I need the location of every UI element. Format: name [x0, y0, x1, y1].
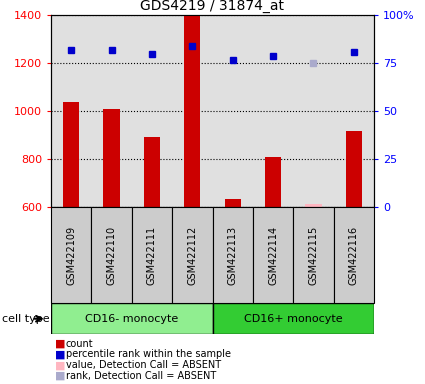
Text: GSM422116: GSM422116: [349, 226, 359, 285]
Bar: [212, 303, 374, 334]
Bar: [346, 131, 362, 207]
Text: GSM422113: GSM422113: [228, 226, 238, 285]
Bar: [212, 207, 253, 303]
Text: rank, Detection Call = ABSENT: rank, Detection Call = ABSENT: [66, 371, 216, 381]
Text: cell type: cell type: [2, 314, 50, 324]
Bar: [224, 199, 241, 207]
Bar: [63, 102, 79, 207]
Bar: [305, 204, 321, 207]
Bar: [91, 207, 132, 303]
Bar: [184, 15, 200, 207]
Bar: [51, 15, 91, 207]
Text: ■: ■: [55, 360, 66, 370]
Text: GSM422115: GSM422115: [309, 226, 318, 285]
Bar: [265, 157, 281, 207]
Text: GSM422114: GSM422114: [268, 226, 278, 285]
Text: ■: ■: [55, 339, 66, 349]
Bar: [132, 15, 172, 207]
Text: count: count: [66, 339, 94, 349]
Bar: [334, 207, 374, 303]
Text: ■: ■: [55, 371, 66, 381]
Bar: [51, 207, 91, 303]
Bar: [293, 207, 334, 303]
Bar: [144, 137, 160, 207]
Text: GSM422110: GSM422110: [107, 226, 116, 285]
Text: GSM422112: GSM422112: [187, 226, 197, 285]
Bar: [172, 15, 212, 207]
Text: GSM422111: GSM422111: [147, 226, 157, 285]
Bar: [172, 207, 212, 303]
Title: GDS4219 / 31874_at: GDS4219 / 31874_at: [141, 0, 284, 13]
Text: value, Detection Call = ABSENT: value, Detection Call = ABSENT: [66, 360, 221, 370]
Bar: [132, 207, 172, 303]
Text: ■: ■: [55, 349, 66, 359]
Bar: [253, 207, 293, 303]
Text: CD16- monocyte: CD16- monocyte: [85, 314, 178, 324]
Bar: [103, 109, 120, 207]
Bar: [212, 15, 253, 207]
Bar: [334, 15, 374, 207]
Text: CD16+ monocyte: CD16+ monocyte: [244, 314, 343, 324]
Bar: [253, 15, 293, 207]
Bar: [91, 15, 132, 207]
Bar: [51, 303, 212, 334]
Text: GSM422109: GSM422109: [66, 226, 76, 285]
Text: percentile rank within the sample: percentile rank within the sample: [66, 349, 231, 359]
Bar: [293, 15, 334, 207]
